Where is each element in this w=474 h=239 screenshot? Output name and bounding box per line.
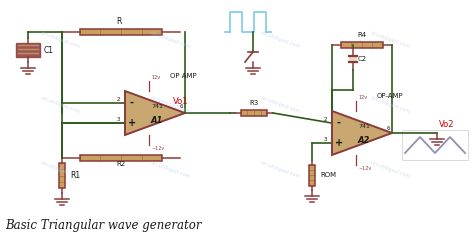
- Bar: [80, 29, 162, 35]
- Bar: [80, 155, 162, 161]
- Text: circuitdigest.com: circuitdigest.com: [369, 160, 410, 179]
- Text: circuitdigest.com: circuitdigest.com: [259, 30, 301, 49]
- Text: 6: 6: [387, 126, 391, 131]
- Text: +: +: [128, 118, 136, 128]
- Polygon shape: [125, 91, 185, 135]
- Text: circuitdigest.com: circuitdigest.com: [149, 30, 191, 49]
- Text: ~12v: ~12v: [358, 166, 371, 171]
- Text: 2: 2: [323, 117, 327, 122]
- Text: circuitdigest.com: circuitdigest.com: [39, 95, 81, 114]
- Text: circuitdigest.com: circuitdigest.com: [149, 160, 191, 179]
- Text: Vo2: Vo2: [439, 120, 455, 129]
- Text: circuitdigest.com: circuitdigest.com: [39, 160, 81, 179]
- Text: C1: C1: [44, 45, 54, 54]
- Text: 12v: 12v: [151, 75, 160, 80]
- Text: OP-AMP: OP-AMP: [377, 93, 404, 99]
- Text: 741: 741: [151, 104, 163, 109]
- Text: -: -: [130, 98, 134, 108]
- Text: 2: 2: [117, 97, 120, 102]
- Text: 3: 3: [323, 137, 327, 142]
- Text: R1: R1: [70, 171, 80, 180]
- Text: OP AMP: OP AMP: [170, 73, 197, 79]
- Text: ROM: ROM: [320, 172, 336, 178]
- Bar: [341, 42, 383, 48]
- Text: circuitdigest.com: circuitdigest.com: [369, 95, 410, 114]
- Polygon shape: [332, 111, 392, 155]
- Text: 741: 741: [358, 124, 370, 129]
- Text: A1: A1: [151, 116, 163, 125]
- Text: R2: R2: [117, 161, 126, 167]
- Text: circuitdigest.com: circuitdigest.com: [369, 30, 410, 49]
- Bar: [349, 56, 357, 62]
- Text: 12v: 12v: [358, 95, 367, 100]
- Bar: [402, 130, 468, 160]
- Text: C2: C2: [358, 56, 367, 62]
- Text: +: +: [335, 138, 343, 148]
- Text: R3: R3: [249, 100, 259, 106]
- Text: A2: A2: [358, 136, 370, 145]
- Bar: [309, 164, 315, 185]
- Text: 3: 3: [117, 117, 120, 122]
- Text: circuitdigest.com: circuitdigest.com: [259, 160, 301, 179]
- Bar: [241, 110, 267, 116]
- Text: circuitdigest.com: circuitdigest.com: [259, 95, 301, 114]
- Text: 6: 6: [180, 104, 183, 109]
- Text: ~12v: ~12v: [151, 146, 164, 151]
- Text: circuitdigest.com: circuitdigest.com: [39, 30, 81, 49]
- Text: R: R: [116, 17, 121, 26]
- Bar: [16, 43, 40, 57]
- Text: circuitdigest.com: circuitdigest.com: [149, 95, 191, 114]
- Text: Basic Triangular wave generator: Basic Triangular wave generator: [5, 219, 201, 232]
- Text: R4: R4: [357, 32, 366, 38]
- Bar: [59, 163, 65, 188]
- Text: Vo1: Vo1: [173, 97, 189, 106]
- Text: -: -: [337, 118, 341, 128]
